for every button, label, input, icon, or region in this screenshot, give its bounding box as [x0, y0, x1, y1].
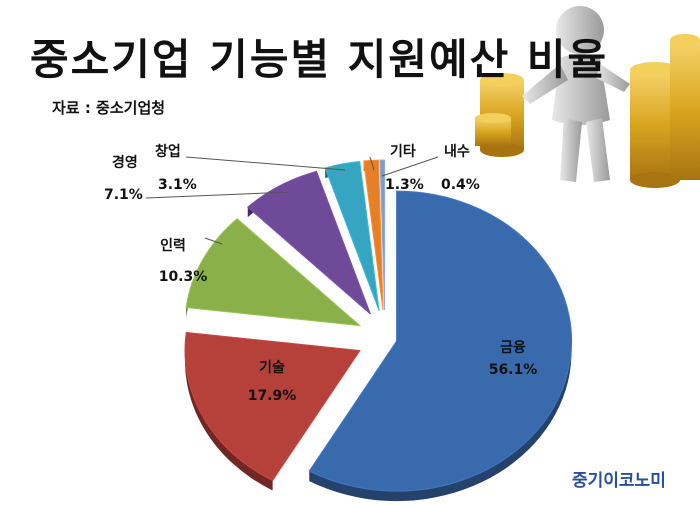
leader-line-기타 [369, 156, 375, 171]
brand-logo-text: 중기이코노미 [572, 471, 666, 491]
slice-label-창업: 창업 [155, 143, 181, 160]
chart-title: 중소기업 기능별 지원예산 비율 [30, 35, 609, 84]
coin-stacks [475, 34, 700, 188]
pie-slice-금융 [308, 190, 573, 492]
slice-value-내수: 0.4% [441, 177, 480, 193]
pie-slice-side-기술 [184, 332, 273, 491]
slice-value-창업: 3.1% [158, 177, 197, 193]
pie-slice-인력 [185, 218, 362, 327]
slice-label-금융: 금융 [500, 340, 526, 356]
slice-label-기술: 기술 [259, 360, 285, 376]
slice-label-인력: 인력 [160, 237, 186, 254]
pie-slice-기술 [184, 331, 361, 482]
slice-value-금융: 56.1% [489, 362, 538, 378]
leader-line-내수 [381, 156, 439, 177]
slice-value-기술: 17.9% [248, 388, 297, 404]
slice-label-경영: 경영 [112, 154, 138, 171]
figure [522, 6, 630, 182]
source-note: 자료 : 중소기업청 [52, 99, 166, 117]
slice-value-기타: 1.3% [385, 177, 424, 193]
coins-figure-illustration [475, 6, 700, 188]
leader-line-경영 [145, 191, 291, 199]
pie-slice-경영 [246, 170, 371, 315]
slice-value-인력: 10.3% [159, 269, 208, 285]
slice-value-경영: 7.1% [104, 187, 143, 203]
leader-line-창업 [185, 156, 346, 171]
slice-label-기타: 기타 [390, 144, 416, 160]
slice-label-내수: 내수 [444, 144, 470, 160]
pie-slice-내수 [379, 159, 386, 311]
leader-line-인력 [204, 237, 223, 245]
